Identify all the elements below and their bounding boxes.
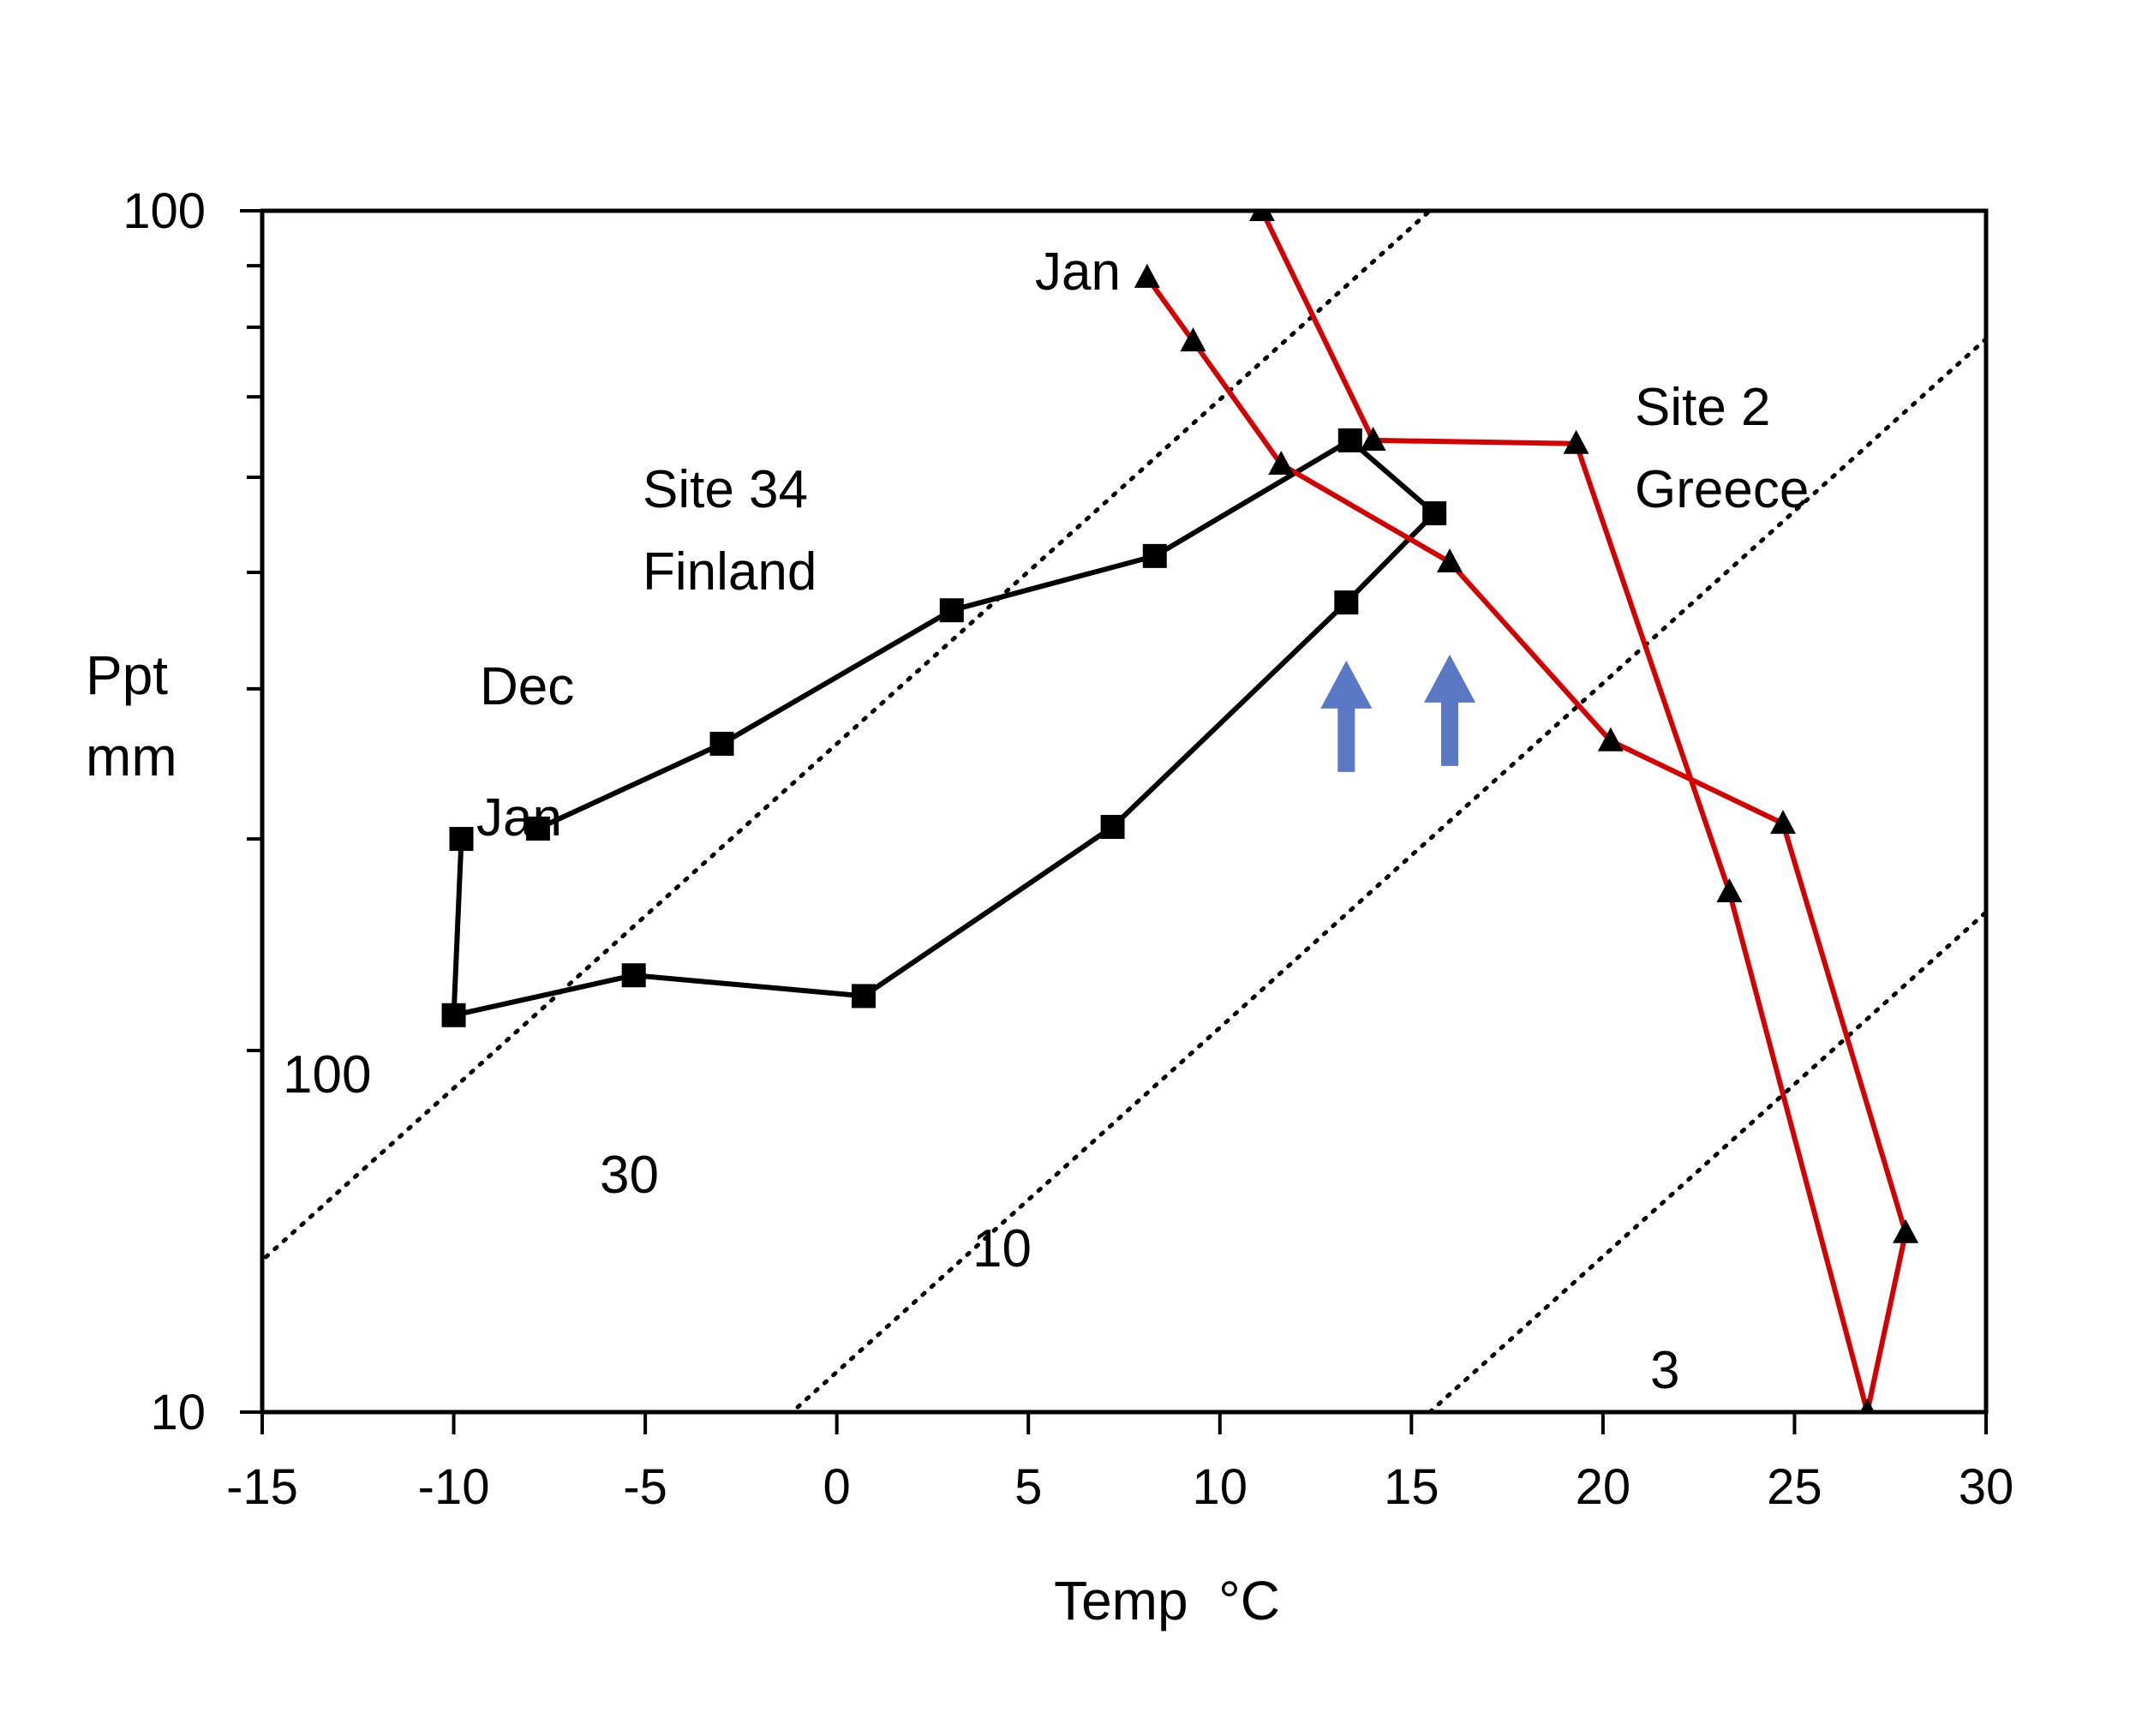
data-point bbox=[621, 963, 646, 988]
data-point bbox=[1268, 450, 1295, 475]
finland-dec-label: Dec bbox=[480, 657, 574, 716]
x-axis-title: Temp °C bbox=[1054, 1570, 1280, 1631]
data-point bbox=[1563, 429, 1589, 454]
y-axis-title-line1: Ppt bbox=[86, 644, 168, 706]
arrow-group bbox=[1320, 654, 1476, 772]
series-line-1 bbox=[451, 437, 1438, 1018]
x-tick-label: 10 bbox=[1193, 1459, 1248, 1515]
data-point bbox=[1334, 590, 1359, 615]
highlight-arrow bbox=[1320, 660, 1373, 772]
contour-line-100 bbox=[262, 211, 1433, 1264]
contour-label-30: 30 bbox=[600, 1146, 659, 1205]
finland-site-label: Site 34 bbox=[643, 460, 808, 519]
x-tick-label: 25 bbox=[1767, 1459, 1822, 1515]
plot-frame bbox=[260, 208, 1989, 1415]
data-point bbox=[1134, 263, 1160, 288]
contour-lines bbox=[262, 211, 1986, 1412]
data-point bbox=[1248, 211, 1275, 221]
y-tick-label-10: 10 bbox=[150, 1385, 206, 1440]
data-point bbox=[441, 1003, 466, 1027]
data-point bbox=[1859, 1398, 1875, 1412]
highlight-arrow bbox=[1424, 654, 1476, 766]
greece-jan-label: Jan bbox=[1035, 242, 1121, 302]
x-tick-label: -10 bbox=[418, 1459, 490, 1515]
data-point bbox=[1770, 810, 1797, 835]
x-tick-label: -5 bbox=[623, 1459, 667, 1515]
y-tick-label-100: 100 bbox=[123, 183, 206, 239]
data-point bbox=[1337, 428, 1362, 452]
contour-line-10 bbox=[1427, 909, 1986, 1412]
data-point bbox=[1180, 327, 1206, 352]
data-point bbox=[709, 732, 734, 757]
contour-label-10: 10 bbox=[972, 1219, 1032, 1278]
data-point bbox=[1597, 727, 1624, 751]
finland-jan-label: Jan bbox=[476, 788, 562, 847]
contour-label-100: 100 bbox=[283, 1045, 371, 1104]
x-tick-label: 30 bbox=[1959, 1459, 2014, 1515]
data-point bbox=[525, 817, 550, 841]
x-tick-label: -15 bbox=[226, 1459, 298, 1515]
data-point bbox=[1893, 1218, 1919, 1243]
y-axis-title-line2: mm bbox=[86, 726, 177, 787]
x-tick-label: 0 bbox=[823, 1459, 851, 1515]
data-point bbox=[1716, 877, 1743, 902]
data-point bbox=[1422, 501, 1447, 526]
greece-country-label: Greece bbox=[1635, 460, 1809, 519]
axis-ticks bbox=[240, 209, 1988, 1434]
data-point bbox=[851, 984, 876, 1009]
data-point bbox=[1100, 815, 1125, 840]
series-group bbox=[441, 211, 1919, 1412]
data-point bbox=[1437, 548, 1463, 572]
data-point bbox=[449, 827, 474, 852]
x-tick-labels: -15 -10 -5 0 5 10 15 20 25 30 bbox=[226, 1459, 2013, 1515]
contour-label-3: 3 bbox=[1650, 1341, 1679, 1400]
x-tick-label: 5 bbox=[1014, 1459, 1042, 1515]
data-point bbox=[1360, 426, 1386, 451]
x-tick-label: 20 bbox=[1576, 1459, 1631, 1515]
greece-site-label: Site 2 bbox=[1635, 378, 1771, 437]
data-point bbox=[1142, 543, 1167, 568]
series-line-2 bbox=[1145, 211, 1909, 1412]
data-point bbox=[939, 598, 964, 623]
finland-country-label: Finland bbox=[643, 542, 817, 602]
x-tick-label: 15 bbox=[1384, 1459, 1439, 1515]
